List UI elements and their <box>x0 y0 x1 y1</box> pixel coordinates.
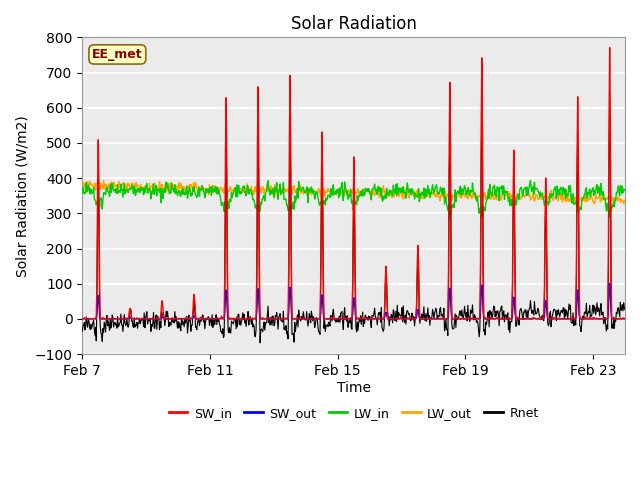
Text: EE_met: EE_met <box>92 48 143 61</box>
Legend: SW_in, SW_out, LW_in, LW_out, Rnet: SW_in, SW_out, LW_in, LW_out, Rnet <box>164 402 543 424</box>
Title: Solar Radiation: Solar Radiation <box>291 15 417 33</box>
Y-axis label: Solar Radiation (W/m2): Solar Radiation (W/m2) <box>15 115 29 276</box>
X-axis label: Time: Time <box>337 381 371 395</box>
